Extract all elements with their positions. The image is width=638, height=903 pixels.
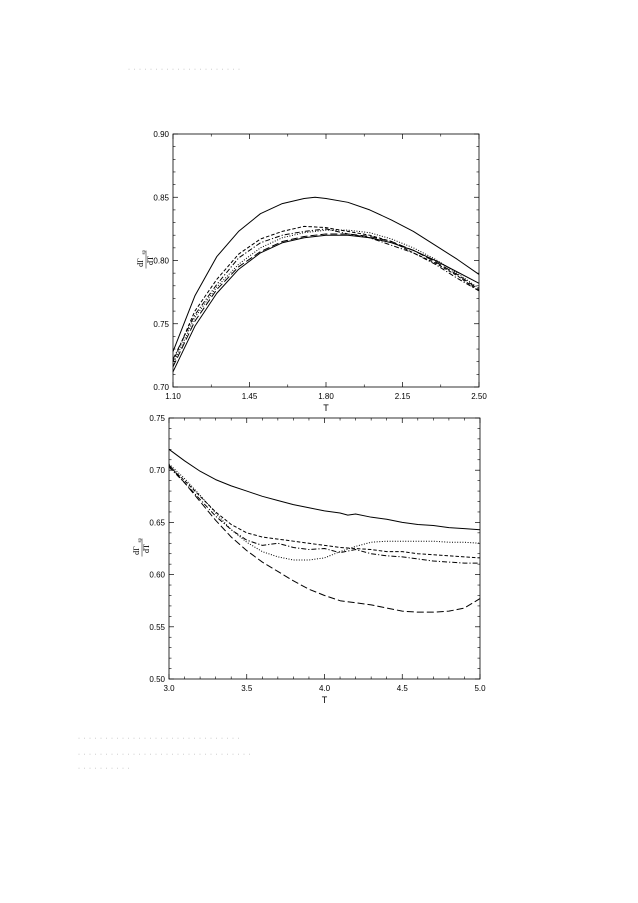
x-tick-label: 2.15: [395, 392, 411, 401]
y-axis-label-numerator: dΓ: [132, 546, 141, 555]
y-tick-label: 0.75: [149, 414, 165, 423]
series-line-1: [172, 196, 480, 352]
x-tick-label: 1.10: [165, 392, 181, 401]
caption-line-2: · · · · · · · · · · · · · · · · · · · · …: [78, 752, 252, 758]
plot-frame: [172, 133, 480, 388]
series-line-5: [168, 466, 480, 564]
y-axis-label-numerator: dΓ: [136, 258, 145, 267]
chart-bottom: 3.0 3.5 4.0 4.5 5.0 0.50 0.55 0.60 0.65 0.70 0.75 T…: [132, 414, 486, 705]
y-tick-label: 0.50: [149, 675, 165, 684]
series-line-1: [168, 448, 481, 531]
x-tick-label: 3.5: [241, 684, 253, 693]
y-tick-label: 0.90: [153, 130, 169, 139]
y-tick-label: 0.85: [153, 193, 169, 202]
x-axis-label: T: [322, 695, 328, 705]
series-line-4: [172, 229, 480, 365]
y-axis-label-denominator: dT: [146, 256, 155, 265]
series-line-6: [172, 228, 480, 360]
series-line-2: [168, 464, 481, 613]
x-tick-label: 4.5: [397, 684, 409, 693]
x-tick-label: 1.45: [242, 392, 258, 401]
caption-line-1: · · · · · · · · · · · · · · · · · · · · …: [78, 736, 241, 742]
x-tick-label: 3.0: [163, 684, 175, 693]
y-tick-label: 0.70: [153, 383, 169, 392]
x-tick-label: 1.80: [318, 392, 334, 401]
x-tick-label: 5.0: [474, 684, 486, 693]
y-tick-label: 0.60: [149, 571, 165, 580]
series-line-2: [172, 234, 480, 373]
series-line-5: [172, 225, 480, 362]
y-tick-label: 0.70: [149, 466, 165, 475]
x-tick-label: 2.50: [471, 392, 487, 401]
y-tick-label: 0.80: [153, 257, 169, 266]
chart-top: 1.10 1.45 1.80 2.15 2.50 0.70 0.75 0.80 0.85 0.90…: [136, 130, 487, 413]
y-tick-label: 0.65: [149, 518, 165, 527]
x-axis-label: T: [323, 403, 329, 413]
y-axis-label-subscript: sp: [142, 250, 147, 255]
y-axis-label-subscript: sp: [138, 538, 143, 543]
series-line-4: [168, 465, 481, 559]
y-tick-label: 0.75: [153, 320, 169, 329]
series-line-3: [172, 233, 480, 367]
header-text: · · · · · · · · · · · · · · · · · · · · …: [128, 67, 241, 73]
x-tick-label: 4.0: [319, 684, 331, 693]
caption-line-3: · · · · · · · · · ·: [78, 766, 131, 772]
y-tick-label: 0.55: [149, 623, 165, 632]
y-axis-label-denominator: dT: [142, 544, 151, 553]
